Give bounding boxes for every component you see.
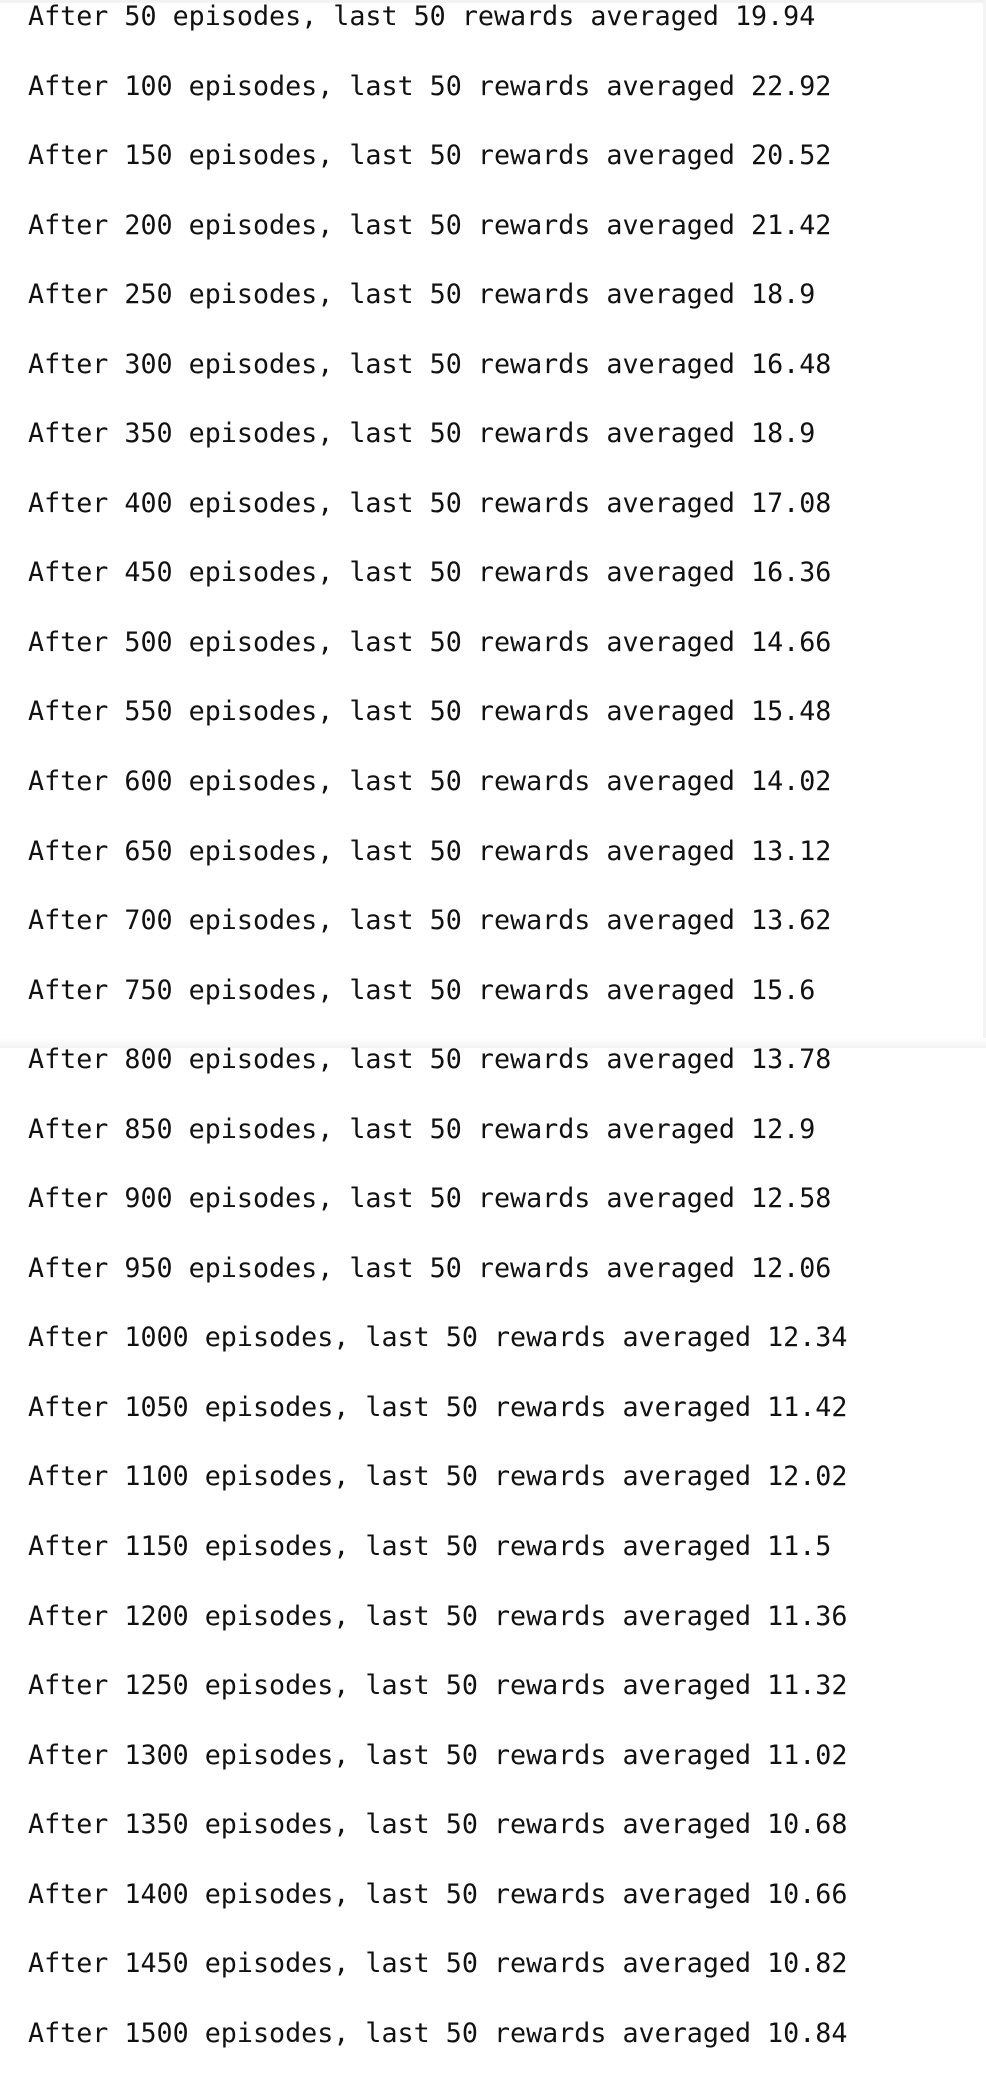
console-line: After 950 episodes, last 50 rewards aver… [28,1252,832,1284]
console-line: After 250 episodes, last 50 rewards aver… [28,279,816,311]
console-line: After 450 episodes, last 50 rewards aver… [28,557,832,589]
console-line: After 650 episodes, last 50 rewards aver… [28,835,832,867]
output-bottom-edge [0,1038,986,1048]
console-line: After 350 episodes, last 50 rewards aver… [28,418,816,450]
console-line: After 1500 episodes, last 50 rewards ave… [28,2017,848,2049]
output-top-edge [0,0,986,3]
console-line: After 1000 episodes, last 50 rewards ave… [28,1322,848,1354]
console-output: After 50 episodes, last 50 rewards avera… [28,0,847,2086]
console-line: After 550 episodes, last 50 rewards aver… [28,696,832,728]
console-line: After 850 episodes, last 50 rewards aver… [28,1113,816,1145]
console-line: After 1450 episodes, last 50 rewards ave… [28,1948,848,1980]
console-line: After 700 episodes, last 50 rewards aver… [28,905,832,937]
console-line: After 150 episodes, last 50 rewards aver… [28,140,832,172]
console-line: After 400 episodes, last 50 rewards aver… [28,487,832,519]
console-line: After 750 episodes, last 50 rewards aver… [28,974,816,1006]
output-right-edge [983,0,986,1048]
console-line: After 1300 episodes, last 50 rewards ave… [28,1739,848,1771]
console-line: After 1250 episodes, last 50 rewards ave… [28,1670,848,1702]
console-line: After 1150 episodes, last 50 rewards ave… [28,1531,832,1563]
console-line: After 300 episodes, last 50 rewards aver… [28,348,832,380]
console-line: After 100 episodes, last 50 rewards aver… [28,70,832,102]
console-line: After 200 episodes, last 50 rewards aver… [28,209,832,241]
console-line: After 1350 episodes, last 50 rewards ave… [28,1809,848,1841]
console-line: After 900 episodes, last 50 rewards aver… [28,1183,832,1215]
console-line: After 1200 episodes, last 50 rewards ave… [28,1600,848,1632]
console-line: After 1400 episodes, last 50 rewards ave… [28,1878,848,1910]
console-line: After 600 episodes, last 50 rewards aver… [28,766,832,798]
console-line: After 1050 episodes, last 50 rewards ave… [28,1391,848,1423]
console-line: After 800 episodes, last 50 rewards aver… [28,1044,832,1076]
console-line: After 1100 episodes, last 50 rewards ave… [28,1461,848,1493]
console-line: After 500 episodes, last 50 rewards aver… [28,626,832,658]
console-line: After 50 episodes, last 50 rewards avera… [28,1,816,32]
